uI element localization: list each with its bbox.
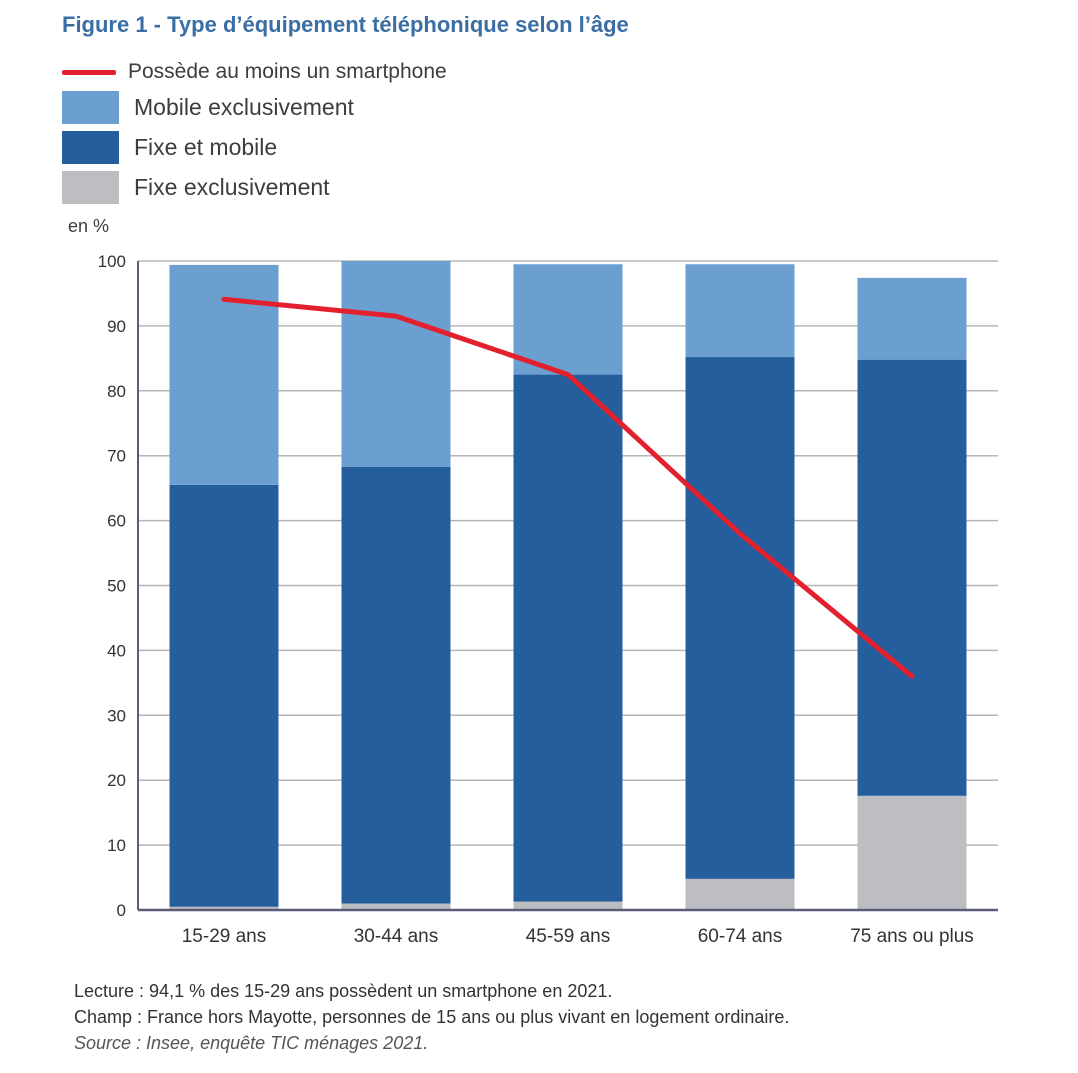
bar-segment-fixe-mobile bbox=[169, 484, 279, 907]
bar-segment-fixe bbox=[685, 878, 795, 910]
y-tick-label: 10 bbox=[107, 836, 126, 855]
y-tick-label: 20 bbox=[107, 771, 126, 790]
y-unit-label: en % bbox=[68, 216, 110, 236]
bar-segment-fixe-mobile bbox=[513, 374, 623, 902]
bar-segment-fixe bbox=[341, 903, 451, 910]
chart-title: Figure 1 - Type d’équipement téléphoniqu… bbox=[62, 12, 629, 37]
legend-label-fixe-mobile: Fixe et mobile bbox=[134, 134, 278, 160]
y-tick-label: 80 bbox=[107, 382, 126, 401]
x-tick-label: 15-29 ans bbox=[182, 926, 267, 947]
legend-label-smartphone: Possède au moins un smartphone bbox=[128, 60, 447, 83]
bar-segment-mobile bbox=[857, 277, 967, 360]
legend-line-swatch bbox=[62, 70, 116, 75]
note-source: Source : Insee, enquête TIC ménages 2021… bbox=[74, 1033, 429, 1053]
y-tick-label: 50 bbox=[107, 577, 126, 596]
y-tick-label: 100 bbox=[98, 252, 126, 271]
x-tick-label: 60-74 ans bbox=[698, 926, 783, 947]
y-tick-label: 30 bbox=[107, 706, 126, 725]
bar-segment-fixe-mobile bbox=[685, 357, 795, 879]
legend-swatch-fixe-mobile bbox=[62, 131, 119, 164]
bar-segment-fixe-mobile bbox=[341, 466, 451, 904]
x-tick-label: 75 ans ou plus bbox=[850, 926, 974, 947]
bar-segment-mobile bbox=[513, 264, 623, 375]
note-lecture: Lecture : 94,1 % des 15-29 ans possèdent… bbox=[74, 981, 613, 1001]
legend-label-fixe: Fixe exclusivement bbox=[134, 174, 330, 200]
bar-segment-fixe-mobile bbox=[857, 359, 967, 796]
legend-swatch-mobile bbox=[62, 91, 119, 124]
bar-segment-fixe bbox=[513, 901, 623, 910]
x-tick-label: 45-59 ans bbox=[526, 926, 611, 947]
x-tick-label: 30-44 ans bbox=[354, 926, 439, 947]
chart-notes: Lecture : 94,1 % des 15-29 ans possèdent… bbox=[74, 978, 789, 1056]
bar-segment-mobile bbox=[341, 261, 451, 467]
y-tick-label: 40 bbox=[107, 641, 126, 660]
legend-swatch-fixe bbox=[62, 171, 119, 204]
y-tick-label: 90 bbox=[107, 317, 126, 336]
y-tick-label: 70 bbox=[107, 447, 126, 466]
y-tick-label: 60 bbox=[107, 512, 126, 531]
bar-segment-mobile bbox=[685, 264, 795, 358]
bar-segment-fixe bbox=[169, 906, 279, 910]
note-champ: Champ : France hors Mayotte, personnes d… bbox=[74, 1007, 790, 1027]
bar-segment-fixe bbox=[857, 795, 967, 910]
legend-label-mobile: Mobile exclusivement bbox=[134, 94, 354, 120]
y-tick-label: 0 bbox=[117, 901, 126, 920]
